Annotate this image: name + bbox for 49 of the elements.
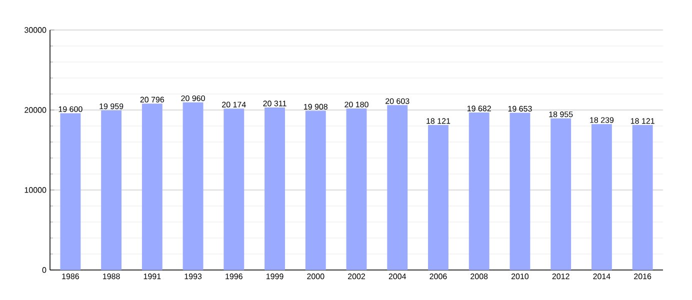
data-label: 18 121: [630, 118, 654, 124]
y-tick-label: 10000: [24, 187, 46, 193]
x-tick-label: 1999: [266, 274, 284, 280]
data-label: 18 239: [590, 117, 614, 123]
x-tick-label: 1991: [144, 274, 161, 280]
data-label: 20 311: [263, 100, 286, 106]
bar: [510, 112, 530, 270]
x-tick-label: 2016: [634, 274, 652, 280]
x-tick-label: 2004: [388, 274, 406, 280]
data-label: 19 600: [58, 106, 82, 112]
bar: [387, 105, 408, 270]
data-label: 20 603: [386, 98, 410, 104]
data-label: 18 121: [426, 118, 450, 124]
data-label: 19 682: [467, 106, 491, 112]
x-tick-label: 2014: [593, 274, 610, 280]
bar: [224, 108, 244, 270]
bar: [468, 112, 490, 270]
x-tick-label: 2000: [307, 274, 324, 280]
bar: [101, 110, 122, 270]
data-label: 19 959: [100, 103, 124, 110]
bar: [346, 108, 367, 270]
x-tick-label: 1996: [226, 274, 242, 280]
x-tick-label: 2002: [348, 274, 365, 280]
y-tick-label: 20000: [24, 107, 46, 113]
bar: [60, 113, 81, 270]
bar: [305, 110, 326, 270]
data-label: 20 796: [140, 96, 164, 102]
x-tick-label: 2006: [430, 274, 447, 280]
x-tick-label: 1993: [184, 274, 202, 280]
bar: [182, 102, 204, 270]
x-tick-label: 2010: [511, 274, 529, 280]
bar: [264, 108, 285, 270]
bar: [142, 104, 162, 270]
x-tick-label: 1986: [62, 274, 79, 280]
y-tick-label: 30000: [24, 27, 46, 33]
data-label: 19 653: [508, 106, 532, 112]
data-label: 19 908: [304, 104, 328, 110]
bar: [550, 118, 572, 270]
x-tick-label: 1988: [103, 274, 120, 280]
bar: [428, 125, 448, 270]
bar: [632, 125, 653, 270]
data-label: 20 174: [222, 102, 246, 108]
x-tick-label: 2012: [552, 274, 570, 280]
bar: [591, 124, 612, 270]
data-label: 20 180: [344, 102, 368, 108]
x-tick-label: 2008: [470, 274, 488, 280]
data-label: 18 955: [549, 112, 573, 118]
data-label: 20 960: [181, 95, 205, 102]
y-tick-label: 0: [42, 267, 46, 273]
